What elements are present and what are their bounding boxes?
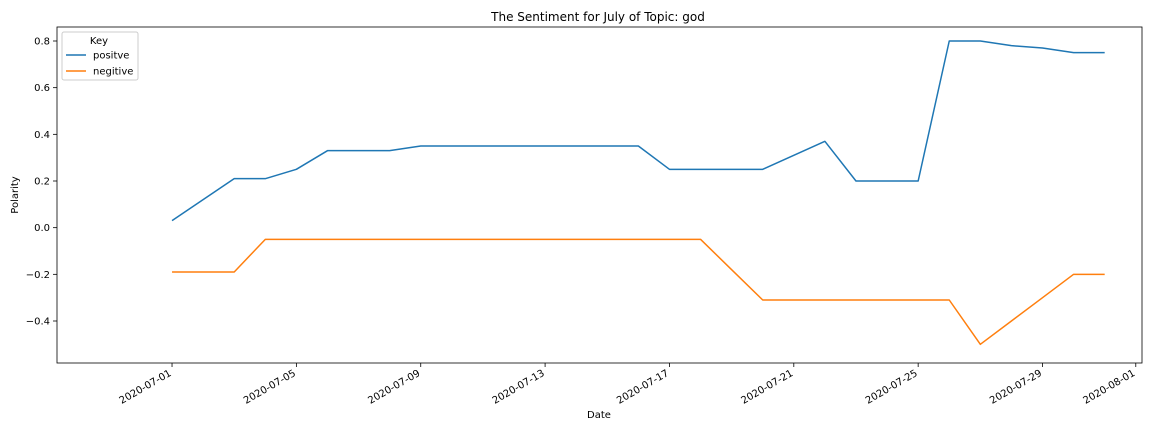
x-tick-label: 2020-07-13 [491,368,547,407]
y-axis: −0.4 −0.2 0.0 0.2 0.4 0.6 0.8 [26,37,57,328]
x-axis-label: Date [587,410,611,421]
x-tick-label: 2020-07-01 [118,368,174,407]
series-lines [171,40,1105,346]
y-tick-label: −0.2 [26,270,50,281]
y-tick-label: 0.2 [34,177,50,188]
legend-box [61,31,139,81]
y-tick-label: −0.4 [26,317,50,328]
x-tick-label: 2020-08-01 [1081,368,1137,407]
series-line-positve [171,40,1105,222]
legend-label-negitive: negitive [93,67,133,78]
legend-label-positve: positve [93,51,129,62]
x-tick-label: 2020-07-25 [864,368,920,407]
y-tick-label: 0.8 [34,37,50,48]
plot-area [56,26,1143,364]
x-tick-label: 2020-07-21 [739,368,795,407]
x-tick-label: 2020-07-29 [988,368,1044,407]
x-axis: 2020-07-01 2020-07-05 2020-07-09 2020-07-13… [118,363,1137,407]
y-tick-label: 0.4 [34,130,50,141]
x-tick-label: 2020-07-05 [242,368,298,407]
legend: Key positve negitive [61,31,139,81]
x-tick-label: 2020-07-17 [615,368,671,407]
chart-title: The Sentiment for July of Topic: god [490,10,705,24]
legend-title: Key [90,36,108,47]
x-tick-label: 2020-07-09 [366,368,422,407]
y-tick-label: 0.6 [34,83,50,94]
y-axis-label: Polarity [10,176,21,214]
y-tick-label: 0.0 [34,223,50,234]
series-line-negitive [172,238,1105,346]
